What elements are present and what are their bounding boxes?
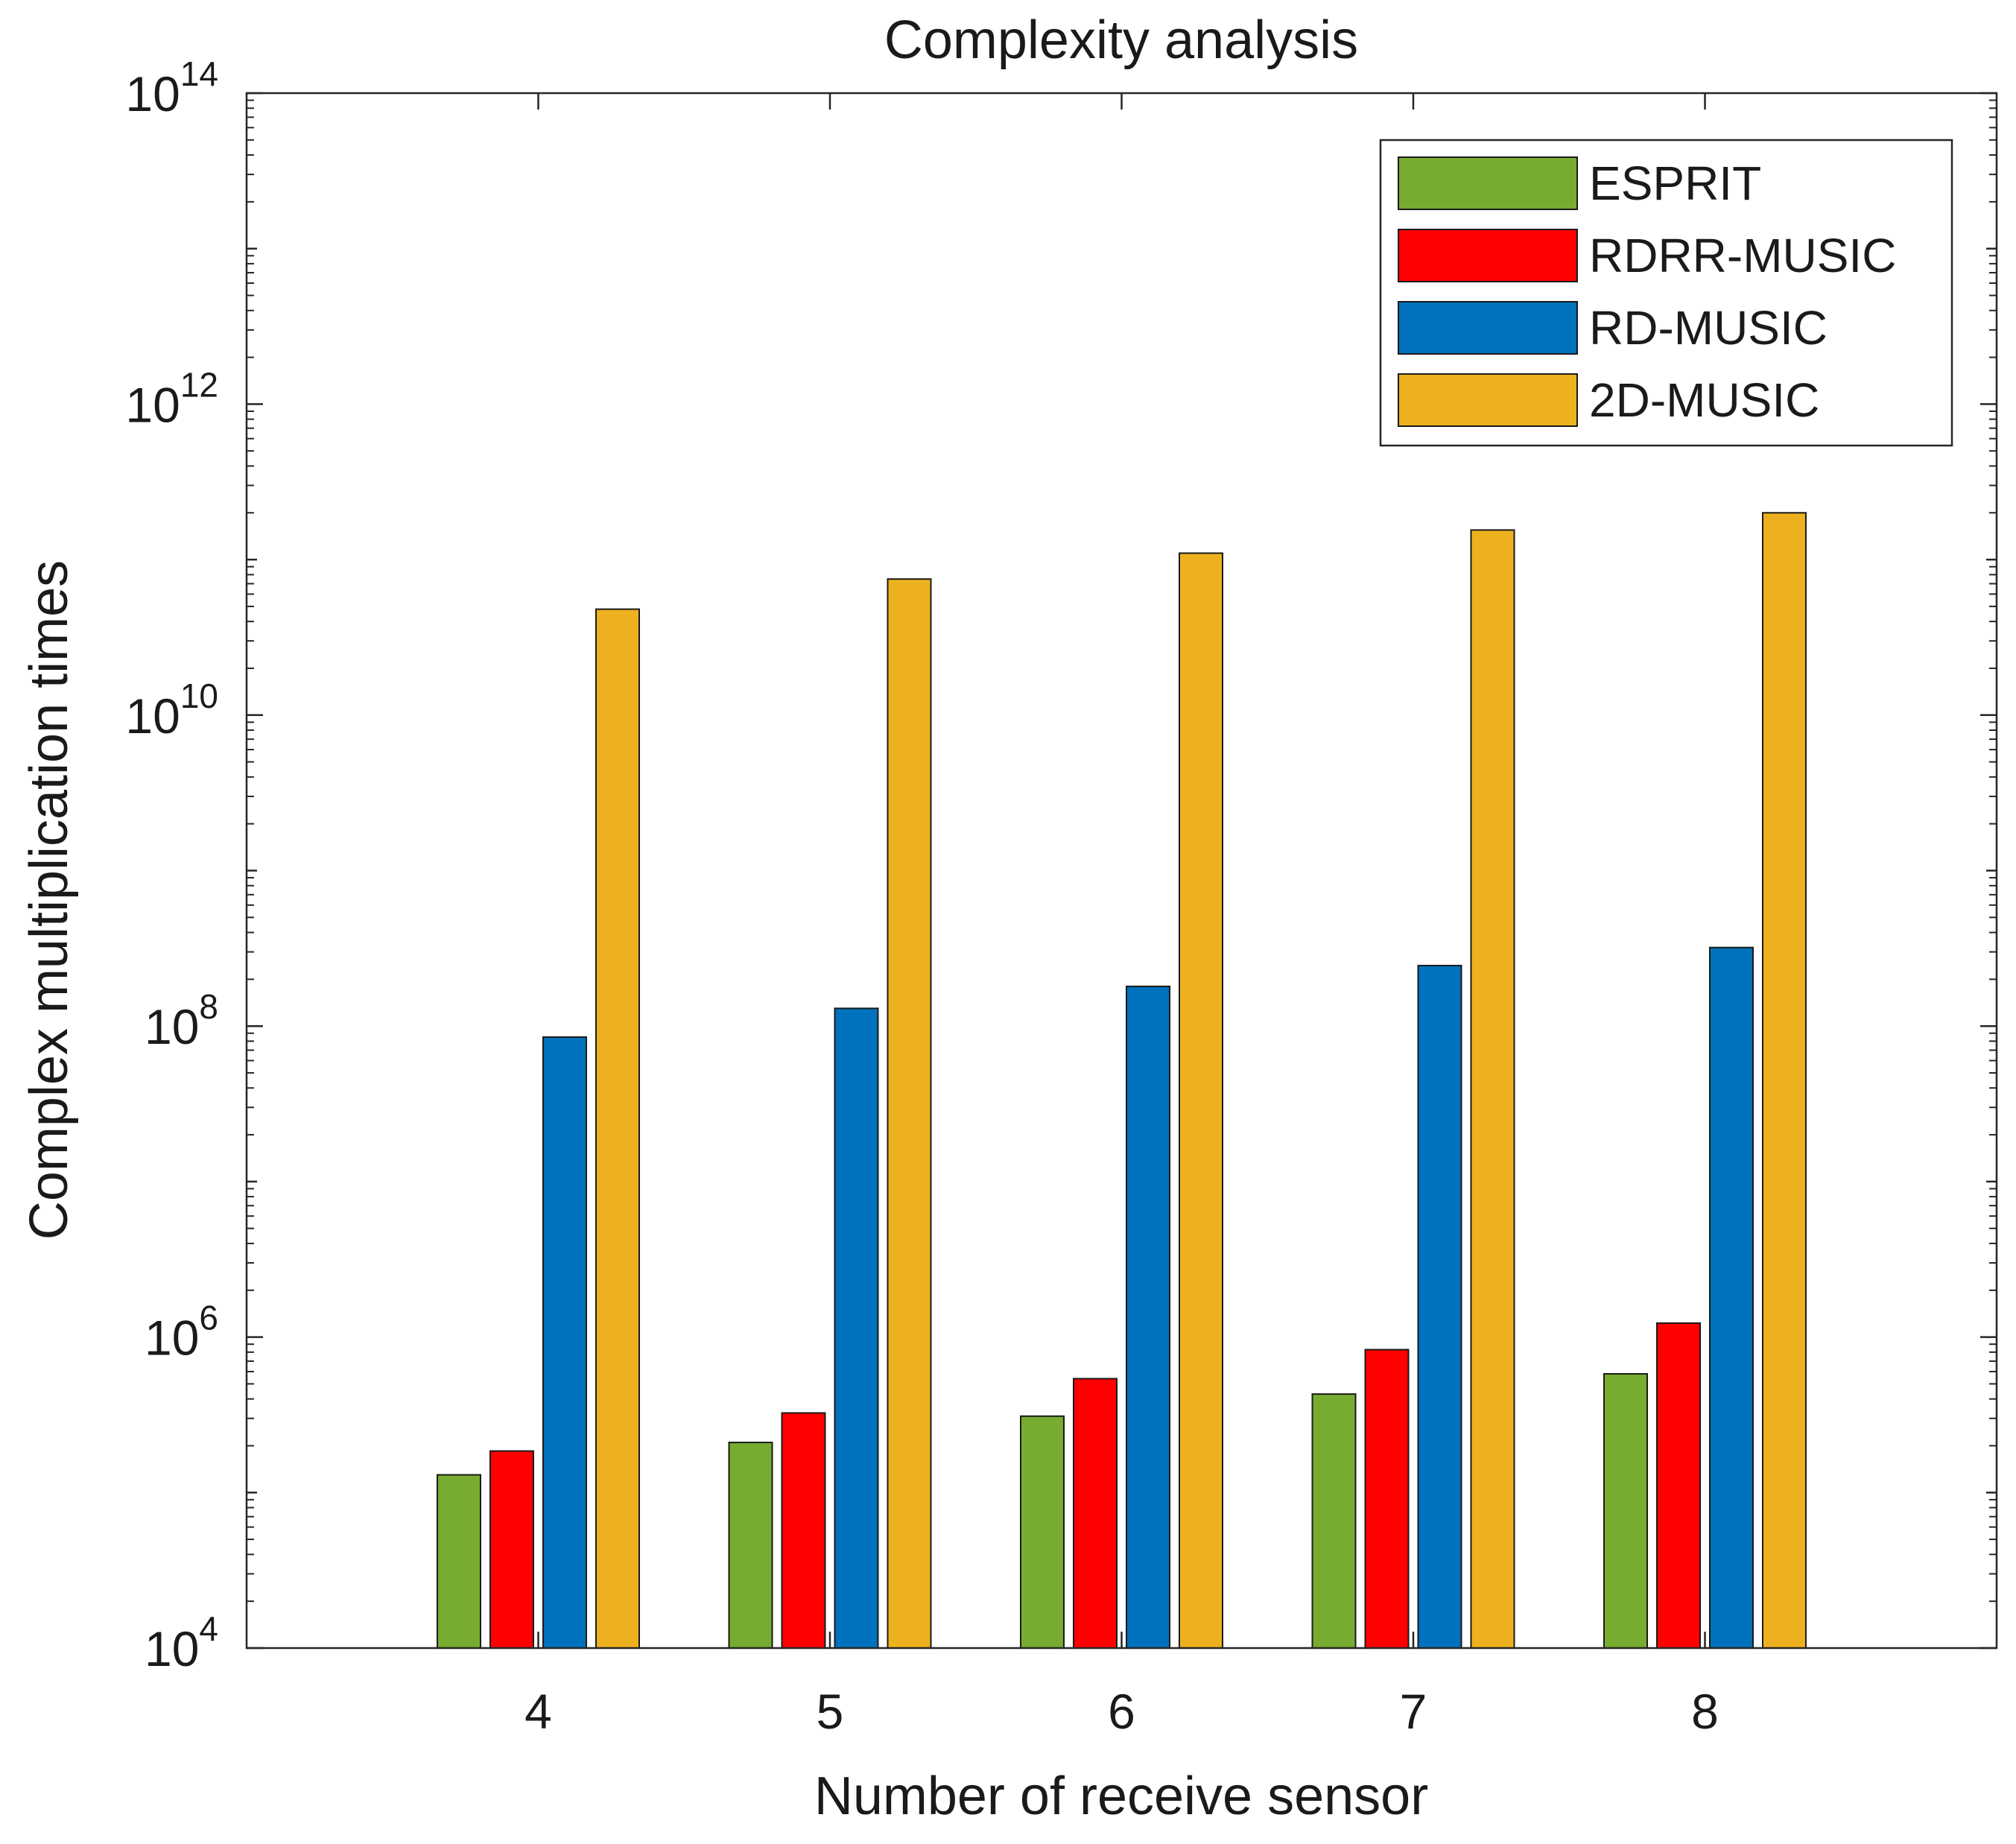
bar-2d-music-7 xyxy=(1470,529,1515,1649)
y-tick-base: 10 xyxy=(145,1311,199,1366)
bar-rd-music-8 xyxy=(1709,946,1754,1649)
y-tick-label: 108 xyxy=(145,987,218,1054)
y-tick-exponent: 10 xyxy=(180,677,218,715)
bar-rd-music-4 xyxy=(542,1036,587,1649)
legend-label-rdrr-music: RDRR-MUSIC xyxy=(1589,229,1896,282)
x-tick-label-4: 4 xyxy=(524,1684,552,1739)
y-tick-exponent: 4 xyxy=(199,1609,218,1648)
y-tick-exponent: 12 xyxy=(180,365,218,404)
bar-2d-music-8 xyxy=(1762,512,1807,1649)
y-tick-exponent: 6 xyxy=(199,1299,218,1337)
y-tick-base: 10 xyxy=(145,1621,199,1676)
legend-label-2d-music: 2D-MUSIC xyxy=(1589,373,1819,427)
x-axis-label: Number of receive sensor xyxy=(814,1767,1428,1826)
y-tick-label: 106 xyxy=(145,1299,218,1366)
y-tick-base: 10 xyxy=(145,999,199,1054)
legend: ESPRIT RDRR-MUSIC RD-MUSIC 2D-MUSIC xyxy=(1379,139,1953,447)
bar-rd-music-7 xyxy=(1417,964,1462,1650)
legend-label-esprit: ESPRIT xyxy=(1589,156,1761,210)
legend-swatch-rdrr-music xyxy=(1398,229,1578,282)
y-tick-exponent: 8 xyxy=(199,987,218,1026)
bar-2d-music-6 xyxy=(1179,552,1223,1650)
bar-rdrr-music-4 xyxy=(489,1450,534,1649)
legend-swatch-esprit xyxy=(1398,156,1578,210)
bar-2d-music-4 xyxy=(595,608,640,1649)
bar-2d-music-5 xyxy=(887,578,932,1650)
x-tick-label-7: 7 xyxy=(1400,1684,1427,1739)
y-tick-label: 104 xyxy=(145,1609,218,1676)
y-tick-label: 1010 xyxy=(125,677,218,744)
bar-rd-music-6 xyxy=(1126,985,1170,1650)
y-tick-label: 1014 xyxy=(125,54,218,121)
y-tick-base: 10 xyxy=(125,688,180,744)
bar-esprit-5 xyxy=(728,1442,773,1650)
bar-esprit-6 xyxy=(1020,1415,1065,1649)
y-tick-base: 10 xyxy=(125,66,180,121)
y-tick-base: 10 xyxy=(125,377,180,432)
x-tick-label-6: 6 xyxy=(1108,1684,1135,1739)
bar-rdrr-music-6 xyxy=(1073,1378,1118,1650)
legend-swatch-2d-music xyxy=(1398,373,1578,427)
bar-rdrr-music-5 xyxy=(781,1412,826,1650)
y-axis-label: Complex multiplication times xyxy=(19,560,79,1240)
x-tick-label-5: 5 xyxy=(817,1684,844,1739)
bar-rdrr-music-7 xyxy=(1364,1349,1410,1649)
bar-esprit-8 xyxy=(1603,1372,1648,1649)
legend-label-rd-music: RD-MUSIC xyxy=(1589,301,1828,355)
x-tick-label-8: 8 xyxy=(1691,1684,1719,1739)
bar-esprit-4 xyxy=(437,1474,481,1649)
chart-title: Complexity analysis xyxy=(884,10,1358,70)
legend-swatch-rd-music xyxy=(1398,301,1578,355)
y-tick-label: 1012 xyxy=(125,365,218,432)
bars-layer xyxy=(437,512,1807,1650)
bar-rdrr-music-8 xyxy=(1656,1322,1701,1649)
bar-esprit-7 xyxy=(1311,1393,1357,1649)
bar-rd-music-5 xyxy=(834,1007,879,1649)
y-tick-exponent: 14 xyxy=(180,54,218,93)
